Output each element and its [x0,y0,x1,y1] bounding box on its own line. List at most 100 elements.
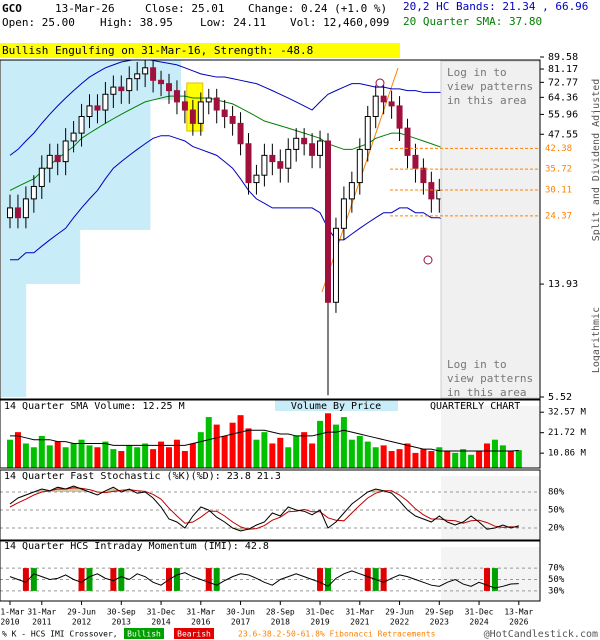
candle-body [285,148,292,169]
volume-bar [189,443,196,468]
y-tick-label: 21.72 M [548,428,587,438]
volume-bar [348,439,355,468]
y-tick-label: 70% [548,564,565,574]
volume-bar [102,441,109,468]
volume-bar [332,424,339,468]
volume-bar [261,432,268,468]
x-tick-year: 2013 [112,618,131,627]
volume-bar [340,417,347,468]
login-region [440,60,541,399]
x-tick-year: 2022 [390,618,409,627]
candle-body [428,182,435,200]
candle-body [356,148,363,184]
volume-bar [54,441,61,468]
crossover-bar [491,568,498,591]
login-notice: Log in to [447,358,507,371]
candle-body [253,174,260,184]
x-tick-label: 31-Dec [465,608,494,617]
volume-bar [166,447,172,468]
x-tick-year: 2024 [469,618,488,627]
volume-bar [94,447,101,468]
volume-bar [285,447,292,468]
volume-bar [229,422,236,468]
candle-body [110,86,117,95]
candle-body [30,185,37,200]
pivot-circle [423,255,433,265]
volume-bar [277,437,284,468]
x-tick-year: 2026 [509,618,528,627]
y-tick-label: 72.77 [548,77,578,88]
indicator-line [9,60,519,156]
pattern-text: Bullish Engulfing on 31-Mar-16, Strength… [2,44,313,57]
candle-body [332,227,339,303]
candle-body [38,167,45,187]
candle-body [229,116,236,124]
candle-body [197,101,204,124]
volume-bar [317,420,324,468]
stochastic-k-line [9,485,519,532]
volume-bar [364,441,371,468]
candle-body [221,109,228,118]
login-notice: in this area [447,386,526,399]
y-tick-label: 81.17 [548,64,578,75]
volume-bar [14,432,21,468]
crossover-bar [78,568,85,591]
candle-body [364,116,371,150]
volume-bar [412,452,419,468]
volume-bar [110,449,117,468]
symbol: GCO [2,2,22,15]
volume-bar [420,449,427,468]
x-tick-year: 2016 [191,618,210,627]
footer-crossover: % K - HCS IMI Crossover, [2,630,118,639]
candle-body [396,105,403,129]
volume-bar [78,439,85,468]
panel-title: 14 Quarter Fast Stochastic (%K)(%D): 23.… [4,471,281,482]
volume-bar [269,443,276,468]
x-tick-label: 29-Sep [425,608,454,617]
x-tick-year: 2017 [231,618,250,627]
indicator-line [9,95,519,191]
volume-bar [476,451,483,468]
volume-bar [126,445,133,468]
x-tick-label: 28-Sep [266,608,295,617]
y-tick-label: 55.96 [548,109,578,120]
candle-body [14,207,21,219]
volume-bar [46,445,53,468]
candle-body [22,198,29,219]
candle-body [70,132,77,142]
x-tick-year: 2021 [350,618,369,627]
volume-bar [484,443,490,468]
volume-bar [436,447,443,468]
volume-bar [158,441,165,468]
side-label: Split and Dividend Adjusted [591,79,600,242]
y-tick-label: 10.86 M [548,449,587,459]
x-tick-label: 31-Dec [147,608,176,617]
login-region [441,547,540,601]
volume-bar [460,449,467,468]
candle-body [237,122,244,145]
x-tick-year: 2019 [310,618,329,627]
x-tick-label: 29-Jun [385,608,414,617]
crossover-bar [213,568,220,591]
candle-body [158,79,165,85]
footer-fibonacci: 23.6-38.2-50-61.8% Fibonacci Retracement… [238,630,436,639]
y-tick-label: 89.58 [548,52,578,63]
stochastic-panel [0,469,541,541]
y-tick-label: 50% [548,575,565,585]
crossover-bar [317,568,324,591]
volume-bar [507,451,514,468]
crossover-bar [364,568,371,591]
volume-by-price-bar [1,284,27,397]
login-notice: in this area [447,94,526,107]
candle-body [277,161,284,169]
crossover-bar [86,568,93,591]
candle-body [420,167,427,184]
volume-bar [444,451,451,468]
price-panel [0,59,541,400]
volume-bar [205,417,212,468]
pattern-banner [0,43,400,58]
candle-body [317,140,324,156]
volume-bar [142,443,149,468]
login-region [441,476,540,540]
volume-bar [62,447,69,468]
